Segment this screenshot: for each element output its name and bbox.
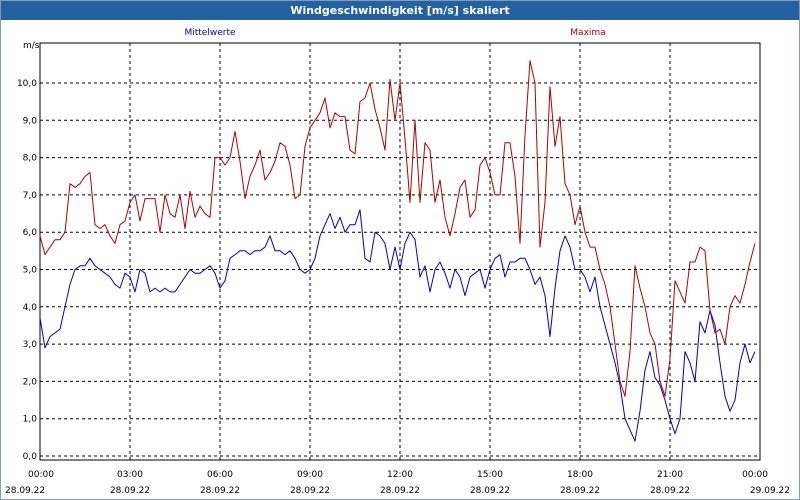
y-tick-label: 9,0 bbox=[23, 116, 38, 126]
chart-title: Windgeschwindigkeit [m/s] skaliert bbox=[1, 1, 799, 20]
x-tick-time-label: 12:00 bbox=[387, 470, 413, 480]
y-tick-label: 8,0 bbox=[23, 154, 38, 164]
y-tick-label: 1,0 bbox=[23, 415, 38, 425]
x-tick-date-label: 28.09.22 bbox=[560, 486, 600, 496]
y-tick-label: 2,0 bbox=[23, 377, 38, 387]
x-tick-date-label: 28.09.22 bbox=[110, 486, 150, 496]
x-tick-date-label: 28.09.22 bbox=[200, 486, 240, 496]
x-axis-ticks: 00:00 28.09.22 03:00 28.09.22 06:00 28.09.22 0… bbox=[5, 470, 790, 496]
x-tick-time-label: 18:00 bbox=[567, 470, 593, 480]
x-tick-time-label: 06:00 bbox=[207, 470, 233, 480]
x-tick-time-label: 00:00 bbox=[742, 470, 768, 480]
legend-mittelwerte: Mittelwerte bbox=[184, 28, 235, 38]
plot-area bbox=[39, 42, 761, 461]
y-tick-label: 10,0 bbox=[17, 79, 37, 89]
x-tick-date-label: 28.09.22 bbox=[5, 486, 45, 496]
y-tick-label: 6,0 bbox=[23, 228, 38, 238]
x-tick-time-label: 15:00 bbox=[477, 470, 503, 480]
legend-maxima: Maxima bbox=[570, 28, 605, 38]
x-tick-time-label: 03:00 bbox=[117, 470, 143, 480]
x-tick-date-label: 28.09.22 bbox=[290, 486, 330, 496]
x-tick-date-label: 29.09.22 bbox=[750, 486, 790, 496]
y-axis-ticks: 0,0 1,0 2,0 3,0 4,0 5,0 6,0 7,0 8,0 9,0 10,0 bbox=[17, 79, 37, 462]
x-tick-date-label: 28.09.22 bbox=[470, 486, 510, 496]
y-tick-label: 4,0 bbox=[23, 303, 38, 313]
x-tick-time-label: 00:00 bbox=[28, 470, 54, 480]
series-line-mittelwerte bbox=[39, 209, 756, 442]
y-axis-unit-label: m/s bbox=[23, 41, 40, 51]
y-tick-label: 5,0 bbox=[23, 266, 38, 276]
x-tick-time-label: 09:00 bbox=[297, 470, 323, 480]
y-tick-label: 7,0 bbox=[23, 191, 38, 201]
series-line-maxima bbox=[39, 60, 756, 397]
series-lines bbox=[39, 60, 756, 442]
x-tick-date-label: 28.09.22 bbox=[380, 486, 420, 496]
y-tick-label: 0,0 bbox=[23, 452, 38, 462]
x-tick-date-label: 28.09.22 bbox=[650, 486, 690, 496]
y-tick-label: 3,0 bbox=[23, 340, 38, 350]
x-tick-time-label: 21:00 bbox=[657, 470, 683, 480]
